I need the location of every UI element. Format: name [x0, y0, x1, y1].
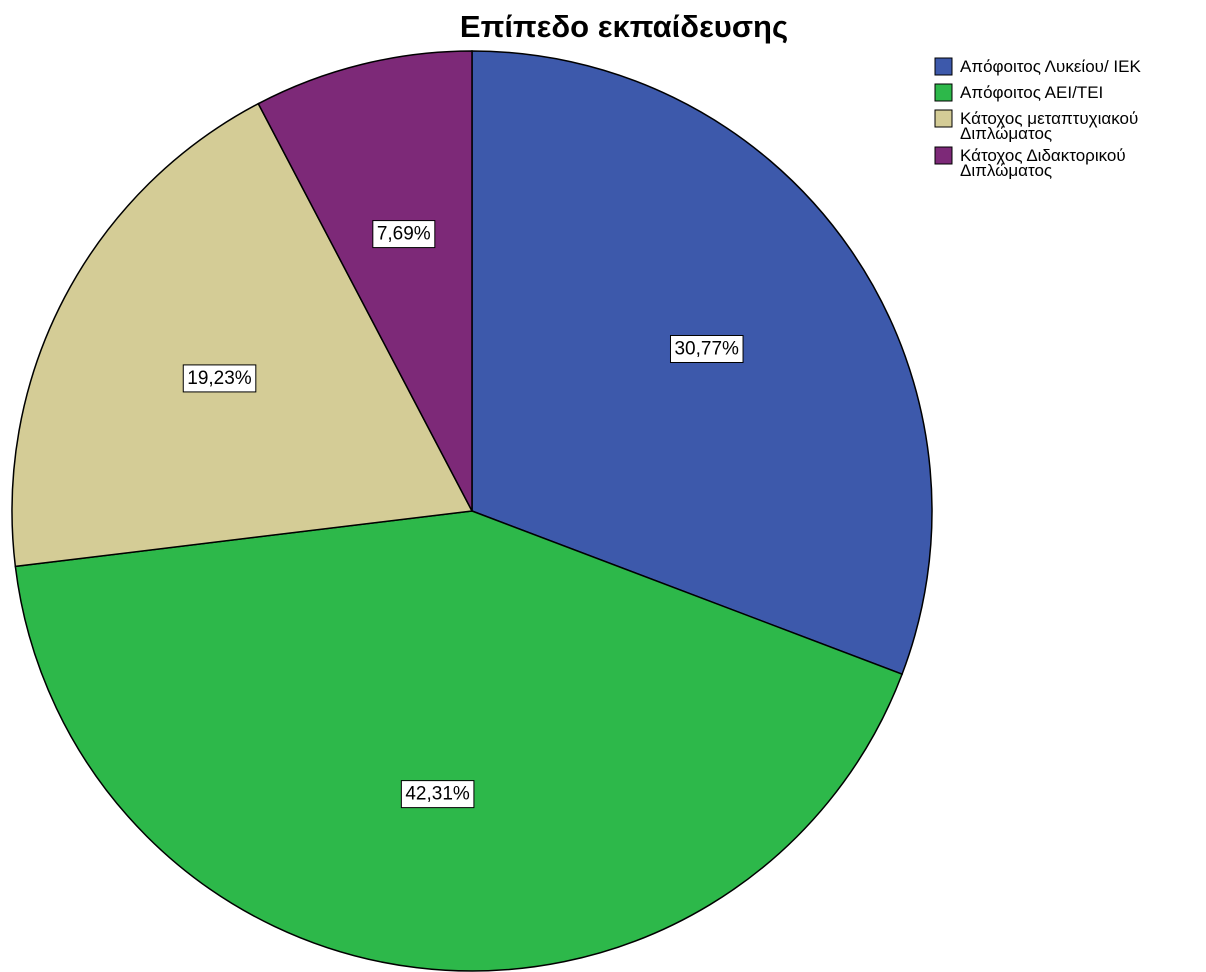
legend-label: Κάτοχος μεταπτυχιακού — [960, 109, 1138, 128]
legend-swatch — [934, 109, 953, 128]
data-label-3: 19,23% — [182, 364, 257, 393]
legend-entry-1: Απόφοιτος Λυκείου/ ΙΕΚ — [934, 57, 1141, 76]
data-label-1: 30,77% — [669, 334, 744, 363]
legend-label: Απόφοιτος Λυκείου/ ΙΕΚ — [960, 57, 1141, 76]
legend-label: Διπλώματος — [960, 161, 1052, 180]
data-label-text: 42,31% — [405, 784, 470, 805]
data-label-box — [669, 334, 744, 363]
data-label-box — [372, 220, 436, 249]
legend-entry-2: Απόφοιτος ΑΕΙ/ΤΕΙ — [934, 83, 1103, 102]
pie-slice-3 — [11, 102, 474, 568]
chart-title: Επίπεδο εκπαίδευσης — [460, 9, 788, 44]
pie-slice-4 — [257, 50, 473, 512]
data-label-text: 30,77% — [674, 338, 739, 359]
legend-label: Κάτοχος Διδακτορικού — [960, 146, 1126, 165]
data-label-4: 7,69% — [372, 220, 436, 249]
legend-swatch — [934, 146, 953, 165]
data-label-box — [400, 780, 475, 809]
pie-slices — [11, 50, 933, 972]
pie-data-labels: 30,77% 42,31% 19,23% 7,69% — [182, 220, 744, 809]
pie-slice-2 — [14, 510, 904, 972]
data-label-text: 19,23% — [187, 368, 252, 389]
data-label-2: 42,31% — [400, 780, 475, 809]
legend-swatch — [934, 83, 953, 102]
data-label-text: 7,69% — [377, 224, 431, 245]
data-label-box — [182, 364, 257, 393]
legend: Απόφοιτος Λυκείου/ ΙΕΚ Απόφοιτος ΑΕΙ/ΤΕΙ Κ… — [934, 57, 1141, 180]
legend-swatch — [934, 57, 953, 76]
legend-label: Απόφοιτος ΑΕΙ/ΤΕΙ — [960, 83, 1103, 102]
legend-label: Διπλώματος — [960, 124, 1052, 143]
